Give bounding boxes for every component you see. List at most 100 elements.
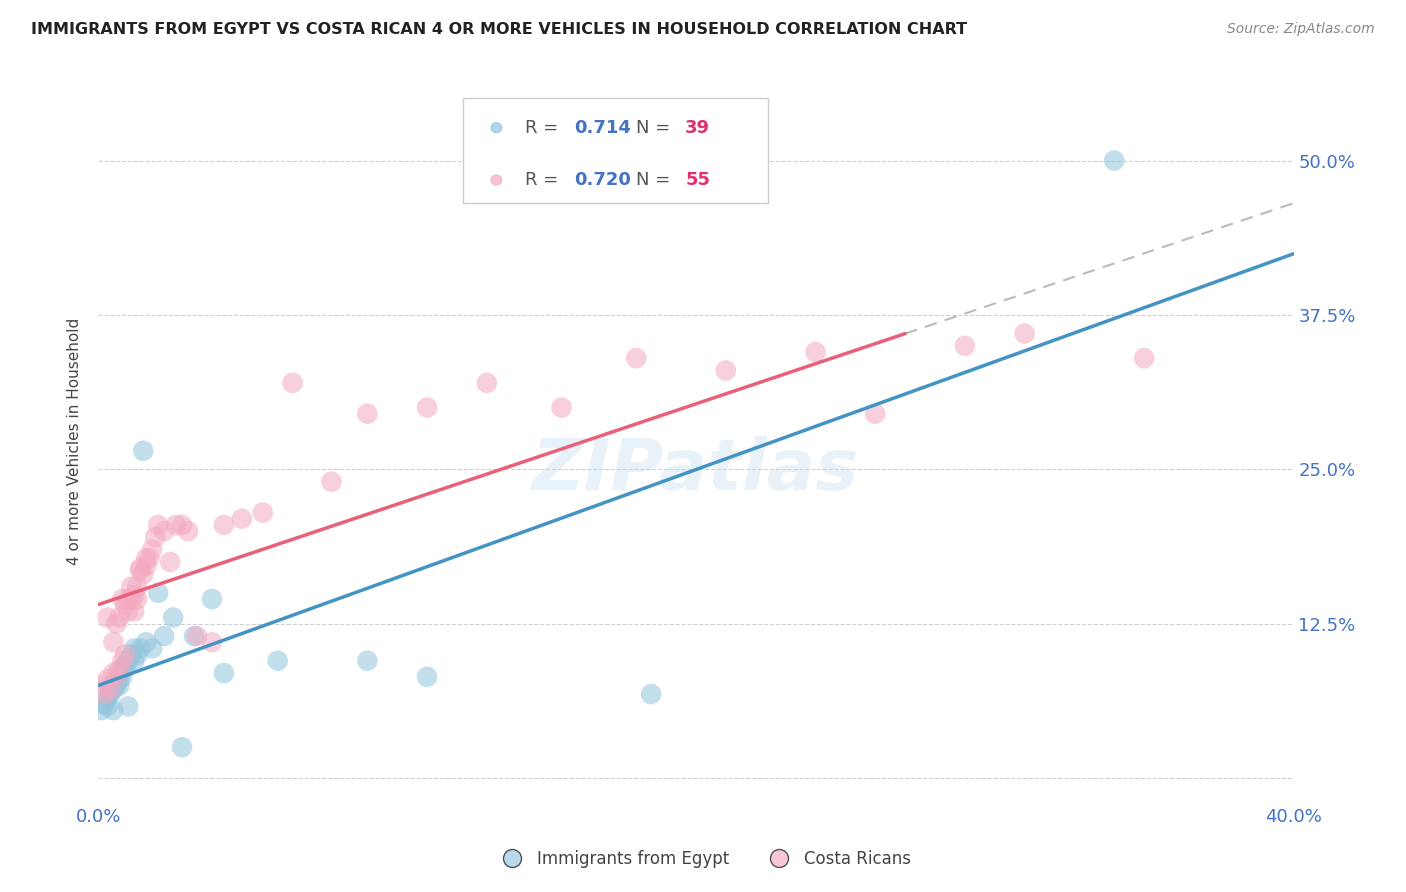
FancyBboxPatch shape — [463, 98, 768, 203]
Point — [183, 629, 205, 643]
Point — [129, 641, 152, 656]
Point — [356, 654, 378, 668]
Point — [714, 363, 737, 377]
Point — [640, 687, 662, 701]
Text: R =: R = — [524, 171, 564, 189]
Point — [124, 604, 146, 618]
Point — [132, 567, 155, 582]
Point — [135, 558, 157, 573]
Point — [108, 662, 131, 676]
Point — [120, 648, 142, 662]
Point — [98, 687, 122, 701]
Point — [148, 517, 170, 532]
Ellipse shape — [491, 123, 502, 133]
Point — [159, 555, 181, 569]
Point — [231, 512, 253, 526]
Point — [117, 604, 139, 618]
Point — [212, 517, 235, 532]
Point — [550, 401, 572, 415]
Point — [626, 351, 648, 366]
Point — [141, 641, 163, 656]
Point — [103, 682, 125, 697]
Point — [1014, 326, 1036, 341]
Point — [108, 610, 131, 624]
Point — [124, 654, 146, 668]
Point — [1133, 351, 1156, 366]
Point — [475, 376, 498, 390]
Text: 39: 39 — [685, 119, 710, 136]
Point — [865, 407, 887, 421]
Point — [117, 654, 139, 668]
Point — [138, 551, 160, 566]
Point — [172, 740, 194, 755]
Text: Source: ZipAtlas.com: Source: ZipAtlas.com — [1227, 22, 1375, 37]
Point — [93, 697, 115, 711]
Point — [148, 586, 170, 600]
Point — [416, 670, 439, 684]
Point — [114, 657, 136, 672]
Point — [103, 703, 125, 717]
Point — [105, 674, 128, 689]
Point — [90, 678, 112, 692]
Point — [143, 530, 166, 544]
Point — [103, 666, 125, 681]
Point — [127, 580, 149, 594]
Point — [201, 635, 224, 649]
Point — [135, 635, 157, 649]
Point — [201, 592, 224, 607]
Text: IMMIGRANTS FROM EGYPT VS COSTA RICAN 4 OR MORE VEHICLES IN HOUSEHOLD CORRELATION: IMMIGRANTS FROM EGYPT VS COSTA RICAN 4 O… — [31, 22, 967, 37]
Point — [111, 654, 134, 668]
Point — [252, 506, 274, 520]
Point — [111, 662, 134, 676]
Point — [129, 561, 152, 575]
Point — [124, 588, 146, 602]
Point — [105, 616, 128, 631]
Point — [124, 641, 146, 656]
Point — [165, 517, 187, 532]
Point — [416, 401, 439, 415]
Point — [120, 592, 142, 607]
Point — [108, 673, 131, 687]
Point — [127, 648, 149, 662]
Text: N =: N = — [636, 171, 676, 189]
Point — [132, 443, 155, 458]
Point — [356, 407, 378, 421]
Point — [120, 580, 142, 594]
Point — [135, 551, 157, 566]
Point — [105, 678, 128, 692]
Point — [141, 542, 163, 557]
Point — [96, 690, 118, 705]
Point — [108, 666, 131, 681]
Point — [804, 345, 827, 359]
Text: 0.720: 0.720 — [574, 171, 631, 189]
Point — [1104, 153, 1126, 168]
Point — [127, 592, 149, 607]
Point — [117, 699, 139, 714]
Point — [162, 610, 184, 624]
Point — [267, 654, 290, 668]
Point — [96, 673, 118, 687]
Point — [117, 592, 139, 607]
Point — [212, 666, 235, 681]
Point — [111, 592, 134, 607]
Point — [108, 678, 131, 692]
Legend: Immigrants from Egypt, Costa Ricans: Immigrants from Egypt, Costa Ricans — [488, 844, 918, 875]
Point — [321, 475, 343, 489]
Point — [177, 524, 200, 538]
Point — [103, 635, 125, 649]
Point — [114, 598, 136, 612]
Point — [953, 339, 976, 353]
Point — [186, 629, 208, 643]
Point — [90, 703, 112, 717]
Point — [114, 660, 136, 674]
Text: R =: R = — [524, 119, 564, 136]
Ellipse shape — [491, 175, 502, 185]
Point — [93, 687, 115, 701]
Text: 55: 55 — [685, 171, 710, 189]
Text: 0.714: 0.714 — [574, 119, 631, 136]
Text: ZIPatlas: ZIPatlas — [533, 436, 859, 505]
Point — [105, 670, 128, 684]
Point — [153, 524, 176, 538]
Point — [114, 648, 136, 662]
Point — [96, 610, 118, 624]
